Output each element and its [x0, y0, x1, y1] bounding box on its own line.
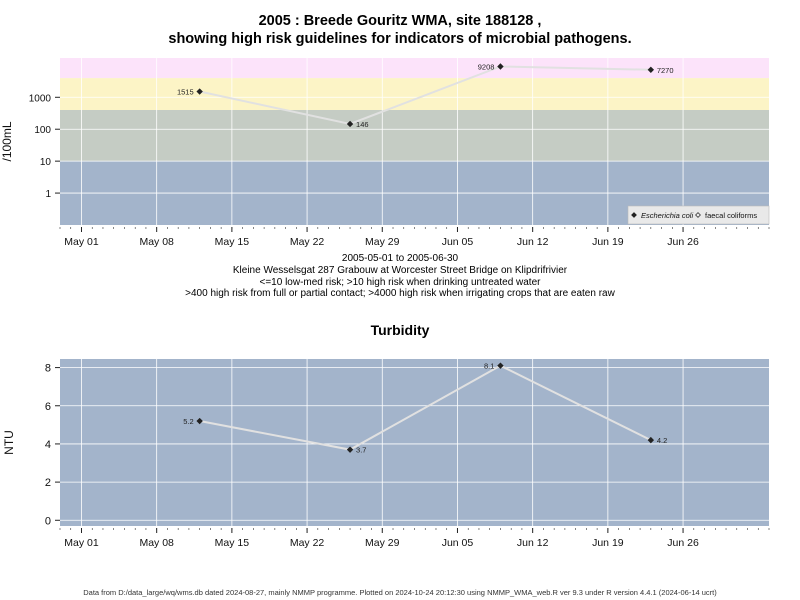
x-tick-label: Jun 19: [592, 236, 624, 248]
legend-marker: [695, 212, 701, 218]
legend-box: [627, 205, 770, 225]
y-tick-label: 2: [45, 477, 51, 489]
legend-marker: [631, 212, 637, 218]
data-point: [497, 63, 504, 70]
data-point: [346, 446, 354, 453]
y-tick-label: 100: [34, 125, 51, 136]
y-tick-label: 6: [45, 401, 51, 413]
data-label: 3.7: [356, 446, 366, 455]
caption-guideline-contact: >400 high risk from full or partial cont…: [185, 288, 615, 299]
x-tick-label: Jun 19: [592, 537, 624, 549]
risk-band-2: [60, 78, 769, 110]
x-tick-label: May 29: [365, 537, 400, 549]
series-line: [199, 65, 651, 126]
data-label: 7270: [657, 66, 674, 75]
x-tick-label: Jun 26: [667, 537, 699, 549]
x-tick-label: May 22: [290, 537, 325, 549]
x-tick-label: Jun 05: [442, 236, 474, 248]
legend-label: faecal coliforms: [705, 211, 757, 220]
y-tick-label: 8: [45, 363, 51, 375]
y-tick-label: 1: [45, 189, 51, 200]
risk-band-3: [60, 58, 769, 79]
data-point: [647, 66, 655, 73]
data-label: 4.2: [657, 436, 667, 445]
chart-title-line1: 2005 : Breede Gouritz WMA, site 188128 ,: [258, 13, 542, 29]
data-label: 5.2: [183, 417, 193, 426]
x-tick-label: May 08: [139, 537, 174, 549]
data-label: 146: [356, 120, 369, 129]
turbidity-title: Turbidity: [370, 322, 430, 338]
risk-band-1: [60, 109, 769, 162]
y-axis-label: /100mL: [0, 121, 14, 161]
x-tick-label: May 01: [64, 236, 99, 248]
caption-date-range: 2005-05-01 to 2005-06-30: [341, 253, 459, 264]
data-point: [346, 120, 354, 128]
data-point: [497, 362, 504, 369]
series-line: [199, 364, 652, 451]
chart-title-line2: showing high risk guidelines for indicat…: [168, 31, 632, 47]
data-point: [196, 88, 203, 95]
caption-site: Kleine Wesselsgat 287 Grabouw at Worcest…: [232, 265, 568, 276]
y-tick-label: 4: [45, 439, 51, 451]
data-label: 8.1: [484, 362, 494, 371]
x-tick-label: May 15: [215, 236, 250, 248]
data-label: 1515: [177, 88, 194, 97]
x-tick-label: Jun 12: [517, 236, 549, 248]
data-point: [647, 436, 655, 444]
data-point: [196, 417, 203, 425]
x-tick-label: May 15: [215, 537, 250, 549]
x-tick-label: May 29: [365, 236, 400, 248]
y-tick-label: 0: [45, 515, 51, 527]
x-tick-label: Jun 26: [667, 236, 699, 248]
y-tick-label: 10: [40, 157, 52, 168]
footer-note: Data from D:/data_large/wq/wms.db dated …: [83, 588, 717, 597]
caption-guideline-drinking: <=10 low-med risk; >10 high risk when dr…: [259, 277, 541, 288]
x-tick-label: May 22: [290, 236, 325, 248]
x-tick-label: May 01: [64, 537, 99, 549]
data-label: 9208: [478, 63, 495, 72]
x-tick-label: Jun 05: [442, 537, 474, 549]
y-axis-label: NTU: [2, 430, 16, 455]
x-tick-label: Jun 12: [517, 537, 549, 549]
legend: Escherichia coli faecal coliforms: [627, 205, 770, 225]
x-tick-label: May 08: [139, 236, 174, 248]
y-tick-label: 1000: [29, 93, 52, 104]
legend-label: Escherichia coli: [641, 211, 693, 220]
